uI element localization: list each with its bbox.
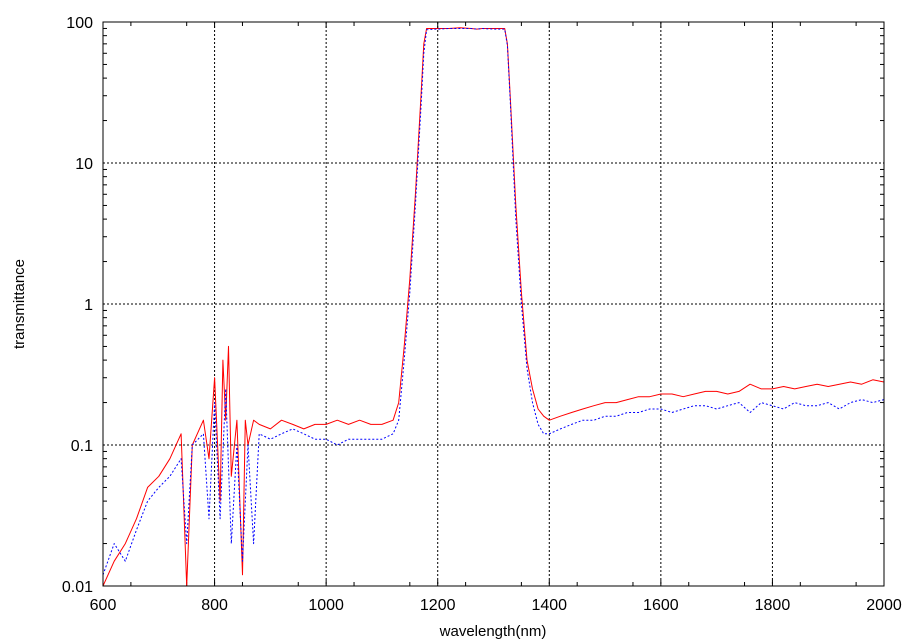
y-tick-label: 0.01 [62, 579, 93, 596]
grid-lines [102, 22, 885, 586]
x-tick-label: 1800 [755, 597, 791, 614]
plot-frame [102, 21, 885, 587]
x-axis-label: wavelength(nm) [439, 623, 547, 639]
y-axis-label: transmittance [11, 259, 28, 349]
y-tick-label: 1 [84, 297, 93, 314]
x-tick-label: 600 [90, 597, 117, 614]
x-tick-label: 1200 [420, 597, 456, 614]
x-tick-label: 2000 [866, 597, 902, 614]
y-tick-label: 0.1 [71, 438, 93, 455]
y-tick-label: 100 [66, 15, 93, 32]
tick-labels: 600 800 1000 1200 1400 1600 1800 2000 100 10 1 0.1 0… [62, 15, 902, 614]
series-line-red [103, 27, 884, 586]
x-tick-label: 1000 [308, 597, 344, 614]
x-tick-label: 1400 [531, 597, 567, 614]
x-tick-label: 1600 [643, 597, 679, 614]
series-layer [103, 27, 884, 586]
series-line-blue-dotted [103, 28, 884, 575]
x-tick-label: 800 [201, 597, 228, 614]
y-tick-label: 10 [75, 156, 93, 173]
